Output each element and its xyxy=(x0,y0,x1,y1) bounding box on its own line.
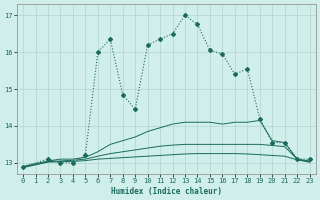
X-axis label: Humidex (Indice chaleur): Humidex (Indice chaleur) xyxy=(111,187,222,196)
